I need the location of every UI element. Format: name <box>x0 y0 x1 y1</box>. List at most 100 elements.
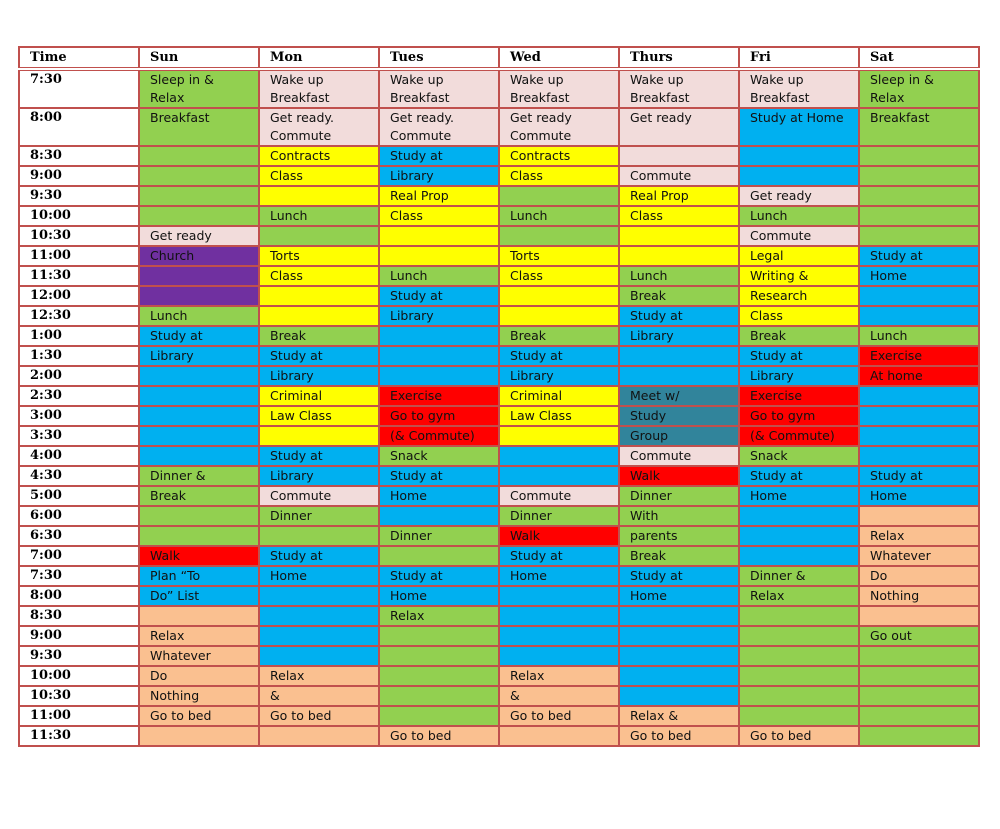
time-slot: 8:30 <box>18 605 140 627</box>
schedule-cell-sun <box>138 425 260 447</box>
schedule-cell-mon: Study at <box>258 445 380 467</box>
schedule-cell-mon: Law Class <box>258 405 380 427</box>
schedule-cell-fri: Get ready <box>738 185 860 207</box>
schedule-cell-sun: Plan “To <box>138 565 260 587</box>
schedule-cell-wed: Class <box>498 265 620 287</box>
schedule-cell-thurs <box>618 625 740 647</box>
schedule-cell-sat <box>858 385 980 407</box>
schedule-cell-tues: Study at <box>378 565 500 587</box>
schedule-cell-mon: Contracts <box>258 145 380 167</box>
schedule-row: 8:00 Do” List Home Home Relax Nothing <box>18 585 980 607</box>
time-slot: 2:30 <box>18 385 140 407</box>
schedule-cell-fri: Class <box>738 305 860 327</box>
schedule-row: 11:30 Go to bed Go to bed Go to bed <box>18 725 980 747</box>
time-slot: 6:00 <box>18 505 140 527</box>
schedule-cell-wed: Criminal <box>498 385 620 407</box>
schedule-cell-sun: Study at <box>138 325 260 347</box>
schedule-cell-wed: Get ready Commute <box>498 107 620 147</box>
schedule-cell-fri <box>738 705 860 727</box>
schedule-row: 10:00 Lunch Class Lunch Class Lunch <box>18 205 980 227</box>
time-slot: 11:00 <box>18 245 140 267</box>
schedule-cell-wed: Go to bed <box>498 705 620 727</box>
schedule-cell-tues <box>378 625 500 647</box>
schedule-cell-thurs: Library <box>618 325 740 347</box>
schedule-cell-sat <box>858 405 980 427</box>
schedule-cell-sat <box>858 505 980 527</box>
schedule-cell-sun: Library <box>138 345 260 367</box>
schedule-cell-thurs: parents <box>618 525 740 547</box>
schedule-cell-wed: Break <box>498 325 620 347</box>
header-sun: Sun <box>138 46 260 71</box>
schedule-row: 7:00 Walk Study at Study at Break Whatever <box>18 545 980 567</box>
schedule-row: 7:30 Sleep in & Relax Wake up Breakfast Wak… <box>18 68 980 109</box>
schedule-cell-fri: Exercise <box>738 385 860 407</box>
schedule-cell-thurs: Study at <box>618 305 740 327</box>
schedule-cell-mon: Class <box>258 265 380 287</box>
schedule-cell-wed <box>498 425 620 447</box>
schedule-cell-mon: Relax <box>258 665 380 687</box>
time-slot: 10:30 <box>18 225 140 247</box>
header-wed: Wed <box>498 46 620 71</box>
schedule-cell-sun <box>138 525 260 547</box>
time-slot: 12:30 <box>18 305 140 327</box>
schedule-cell-tues: Get ready. Commute <box>378 107 500 147</box>
time-slot: 4:30 <box>18 465 140 487</box>
schedule-cell-fri <box>738 145 860 167</box>
schedule-row: 5:00 Break Commute Home Commute Dinner Home Hom… <box>18 485 980 507</box>
time-slot: 8:30 <box>18 145 140 167</box>
schedule-cell-sun: Church <box>138 245 260 267</box>
schedule-cell-thurs: Study at <box>618 565 740 587</box>
schedule-cell-tues: Real Prop <box>378 185 500 207</box>
schedule-cell-sat: Study at <box>858 245 980 267</box>
schedule-cell-sun: Nothing <box>138 685 260 707</box>
schedule-row: 2:30 Criminal Exercise Criminal Meet w/Exerc… <box>18 385 980 407</box>
schedule-cell-fri <box>738 505 860 527</box>
schedule-body: 7:30 Sleep in & Relax Wake up Breakfast Wak… <box>18 68 980 747</box>
schedule-cell-mon <box>258 525 380 547</box>
time-slot: 9:30 <box>18 185 140 207</box>
schedule-cell-fri: Wake up Breakfast <box>738 68 860 109</box>
schedule-cell-tues: Study at <box>378 285 500 307</box>
schedule-cell-sat <box>858 645 980 667</box>
schedule-cell-thurs: With <box>618 505 740 527</box>
schedule-cell-sun: Break <box>138 485 260 507</box>
schedule-row: 7:30 Plan “To Home Study at Home Study at Dinn… <box>18 565 980 587</box>
schedule-cell-wed <box>498 445 620 467</box>
schedule-cell-mon: Commute <box>258 485 380 507</box>
schedule-cell-thurs: Commute <box>618 445 740 467</box>
schedule-cell-fri: Research <box>738 285 860 307</box>
schedule-cell-mon: Wake up Breakfast <box>258 68 380 109</box>
schedule-cell-mon: Home <box>258 565 380 587</box>
schedule-row: 2:00 Library Library Library At home <box>18 365 980 387</box>
schedule-cell-thurs: Wake up Breakfast <box>618 68 740 109</box>
schedule-cell-mon: Get ready. Commute <box>258 107 380 147</box>
schedule-cell-thurs: Break <box>618 545 740 567</box>
schedule-cell-sun: Go to bed <box>138 705 260 727</box>
schedule-cell-mon: Go to bed <box>258 705 380 727</box>
schedule-cell-fri <box>738 545 860 567</box>
schedule-cell-tues: Study at <box>378 465 500 487</box>
schedule-cell-sun <box>138 365 260 387</box>
schedule-cell-sun <box>138 405 260 427</box>
schedule-cell-sun: Get ready <box>138 225 260 247</box>
schedule-row: 6:00 Dinner Dinner With <box>18 505 980 527</box>
schedule-cell-wed: Library <box>498 365 620 387</box>
schedule-cell-thurs: Real Prop <box>618 185 740 207</box>
schedule-cell-sat: At home <box>858 365 980 387</box>
schedule-cell-mon <box>258 645 380 667</box>
schedule-cell-wed <box>498 285 620 307</box>
schedule-cell-sun: Breakfast <box>138 107 260 147</box>
time-slot: 10:30 <box>18 685 140 707</box>
schedule-cell-fri: Study at <box>738 345 860 367</box>
schedule-cell-tues: Library <box>378 305 500 327</box>
schedule-cell-thurs <box>618 225 740 247</box>
schedule-cell-tues <box>378 345 500 367</box>
schedule-cell-mon: Study at <box>258 345 380 367</box>
schedule-cell-tues: Lunch <box>378 265 500 287</box>
schedule-cell-mon: & <box>258 685 380 707</box>
schedule-cell-tues: (& Commute) <box>378 425 500 447</box>
schedule-cell-thurs: Class <box>618 205 740 227</box>
header-time: Time <box>18 46 140 71</box>
schedule-cell-fri: Relax <box>738 585 860 607</box>
schedule-cell-thurs: Go to bed <box>618 725 740 747</box>
